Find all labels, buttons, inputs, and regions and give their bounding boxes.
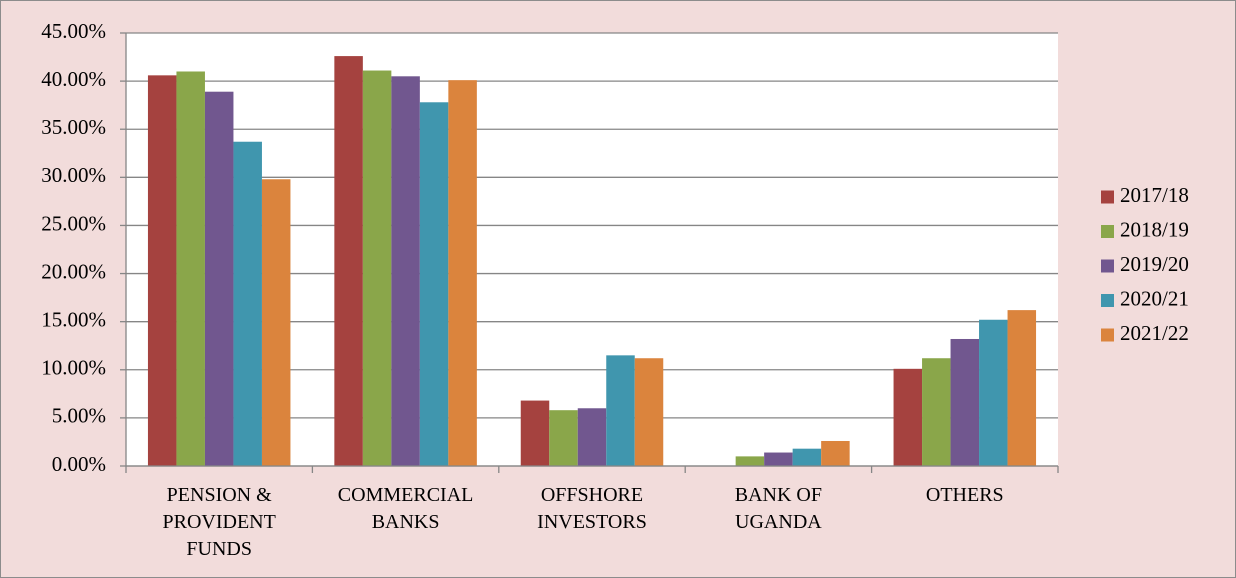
bar [735,456,765,466]
bar [520,400,550,466]
y-tick-label: 45.00% [41,19,106,43]
y-tick-label: 30.00% [41,163,106,187]
y-tick-label: 25.00% [41,211,106,235]
x-tick-label: OTHERS [925,484,1004,506]
bar [792,448,822,466]
bar [362,70,392,466]
legend-swatch [1101,259,1114,273]
bar [147,75,177,467]
bar [391,76,420,467]
legend-label: 2017/18 [1120,183,1189,207]
bar [634,358,664,466]
y-tick-label: 15.00% [41,307,106,331]
x-tick-label: COMMERCIAL BANKS [337,484,474,533]
bar [233,141,262,466]
legend-swatch [1101,190,1114,204]
bar [204,91,234,466]
legend-swatch [1101,225,1114,238]
bar [922,358,951,466]
y-tick-label: 40.00% [41,67,106,91]
bar [606,355,635,466]
x-tick-label: BANK OF UGANDA [734,484,823,533]
bar [261,179,291,466]
bar [448,80,477,466]
y-tick-label: 20.00% [41,259,106,283]
legend-label: 2018/19 [1120,217,1189,241]
bar [764,452,793,466]
bar [419,102,449,466]
legend-swatch [1101,328,1114,342]
bar [577,408,607,466]
y-tick-label: 5.00% [52,404,106,428]
legend-swatch [1101,294,1114,307]
legend-label: 2021/22 [1120,321,1189,345]
y-tick-label: 0.00% [52,452,106,476]
legend-label: 2019/20 [1120,252,1189,276]
bar [821,440,850,466]
y-tick-label: 10.00% [41,356,106,380]
legend-label: 2020/21 [1120,286,1189,310]
bar [1007,310,1037,466]
x-tick-label: PENSION & PROVIDENT FUNDS [162,484,276,560]
bar [950,338,980,466]
x-tick-label: OFFSHORE INVESTORS [537,484,647,533]
bar [979,319,1008,466]
bar [893,368,923,466]
bar [176,71,205,466]
bar [549,410,578,466]
y-tick-label: 35.00% [41,115,106,139]
bar [334,56,363,467]
